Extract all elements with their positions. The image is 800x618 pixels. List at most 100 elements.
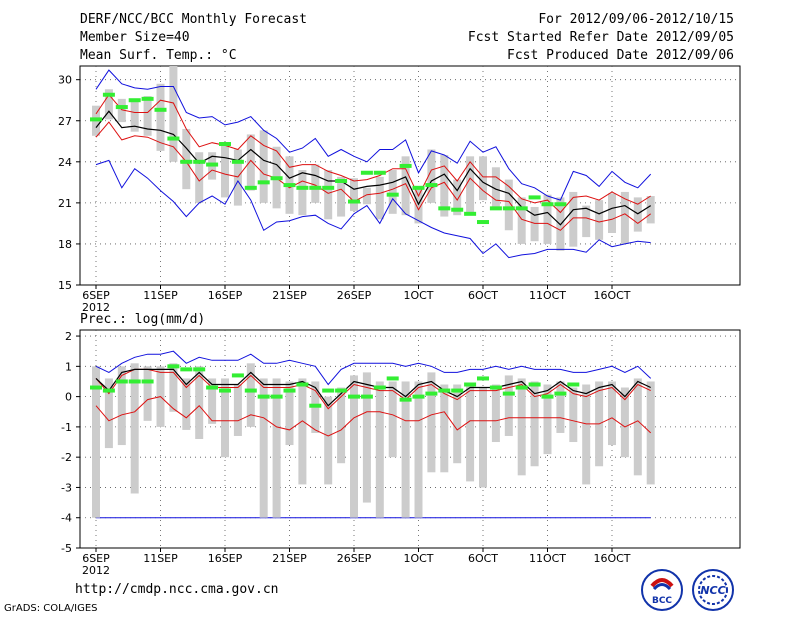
- temp-spread-box: [569, 191, 578, 247]
- prec-spread-box: [582, 384, 591, 485]
- produced-date: Fcst Produced Date 2012/09/06: [507, 48, 734, 63]
- temp-observed-mark: [115, 105, 128, 110]
- prec-observed-mark: [451, 388, 464, 393]
- temp-observed-mark: [386, 192, 399, 197]
- temp-spread-box: [246, 134, 255, 191]
- prec-observed-mark: [515, 385, 528, 390]
- temp-spread-box: [375, 176, 384, 220]
- prec-spread-box: [195, 366, 204, 439]
- temp-ytick-label: 27: [58, 115, 72, 128]
- temp-observed-mark: [257, 180, 270, 185]
- ncc-logo: NCC: [690, 568, 736, 612]
- variable-label: Mean Surf. Temp.: °C: [80, 48, 237, 63]
- prec-spread-box: [130, 363, 139, 494]
- prec-spread-box: [259, 378, 268, 518]
- prec-observed-mark: [270, 394, 283, 399]
- prec-frame: [79, 329, 741, 549]
- prec-spread-box: [182, 378, 191, 430]
- prec-xtick-label: 6OCT: [468, 552, 498, 565]
- prec-ytick-label: 2: [65, 330, 72, 343]
- temp-observed-mark: [231, 159, 244, 164]
- prec-spread-box: [350, 375, 358, 518]
- prec-observed-mark: [335, 388, 348, 393]
- prec-xtick-label: 16OCT: [593, 552, 630, 565]
- temp-observed-mark: [167, 136, 180, 141]
- prec-spread-box: [298, 378, 307, 485]
- temp-spread-box: [504, 179, 513, 231]
- prec-spread-box: [440, 384, 449, 473]
- prec-spread-box: [646, 381, 655, 485]
- temp-observed-mark: [180, 159, 193, 164]
- temp-spread-box: [117, 98, 126, 123]
- grads-credit: GrADS: COLA/IGES: [4, 603, 98, 614]
- prec-observed-mark: [90, 385, 102, 390]
- prec-observed-mark: [528, 382, 541, 387]
- temp-ytick-label: 24: [58, 156, 72, 169]
- prec-ytick-label: -5: [61, 542, 72, 555]
- prec-spread-box: [543, 384, 552, 455]
- bcc-logo: BCC: [640, 568, 684, 612]
- temp-spread-box: [517, 197, 526, 244]
- forecast-period: For 2012/09/06-2012/10/15: [538, 12, 734, 27]
- prec-xtick-label: 11SEP: [143, 552, 178, 565]
- temp-observed-mark: [528, 195, 541, 200]
- temp-spread-box: [582, 205, 591, 238]
- prec-observed-mark: [348, 394, 360, 399]
- temp-spread-box: [466, 156, 475, 214]
- temp-observed-mark: [193, 159, 206, 164]
- prec-observed-mark: [244, 388, 257, 393]
- temp-xtick-label: 6SEP: [82, 289, 110, 302]
- prec-observed-mark: [567, 382, 580, 387]
- prec-observed-mark: [502, 391, 515, 396]
- prec-spread-box: [221, 378, 229, 458]
- temp-observed-mark: [425, 183, 438, 188]
- prec-spread-box: [337, 387, 346, 464]
- prec-spread-box: [517, 378, 526, 476]
- temp-spread-box: [169, 66, 178, 162]
- temp-spread-box: [104, 89, 113, 120]
- prec-xtick-label: 6SEP: [82, 552, 110, 565]
- prec-observed-mark: [115, 379, 128, 384]
- temp-observed-mark: [206, 162, 219, 167]
- prec-xtick-label: 21SEP: [272, 552, 307, 565]
- prec-spread-box: [414, 381, 423, 518]
- temp-observed-mark: [348, 199, 360, 204]
- prec-spread-box: [169, 363, 178, 412]
- temp-xtick-label: 16SEP: [208, 289, 243, 302]
- temp-observed-mark: [154, 107, 167, 112]
- prec-upper-line: [95, 368, 651, 410]
- prec-spread-box: [324, 396, 333, 485]
- prec-observed-mark: [102, 388, 115, 393]
- temp-ytick-label: 18: [58, 238, 72, 251]
- prec-spread-box: [491, 384, 500, 443]
- prec-spread-box: [453, 384, 462, 464]
- prec-spread-box: [608, 381, 616, 446]
- member-size: Member Size=40: [80, 30, 190, 45]
- temp-ytick-label: 30: [58, 74, 72, 87]
- prec-observed-mark: [386, 376, 399, 381]
- prec-ytick-label: -3: [61, 481, 72, 494]
- prec-xtick-label: 26SEP: [337, 552, 372, 565]
- temp-observed-mark: [296, 185, 309, 190]
- prec-spread-box: [633, 378, 642, 476]
- temp-upper-line: [95, 93, 651, 214]
- temp-spread-box: [350, 178, 358, 212]
- prec-spread-box: [401, 381, 410, 518]
- prec-observed-mark: [180, 367, 193, 372]
- temp-observed-mark: [219, 142, 231, 147]
- prec-spread-box: [143, 366, 152, 421]
- temp-spread-box: [620, 191, 629, 244]
- temp-spread-box: [427, 149, 436, 203]
- temp-spread-box: [595, 200, 604, 240]
- prec-spread-box: [504, 375, 513, 436]
- chart-title: DERF/NCC/BCC Monthly Forecast: [80, 12, 307, 27]
- temp-spread-box: [414, 187, 423, 224]
- prec-observed-mark: [309, 403, 322, 408]
- prec-observed-mark: [193, 367, 206, 372]
- website-url[interactable]: http://cmdp.ncc.cma.gov.cn: [75, 582, 279, 597]
- prec-ytick-label: -1: [61, 421, 72, 434]
- prec-xtick-year: 2012: [82, 564, 110, 577]
- prec-observed-mark: [322, 388, 335, 393]
- ncc-logo-text: NCC: [700, 584, 725, 597]
